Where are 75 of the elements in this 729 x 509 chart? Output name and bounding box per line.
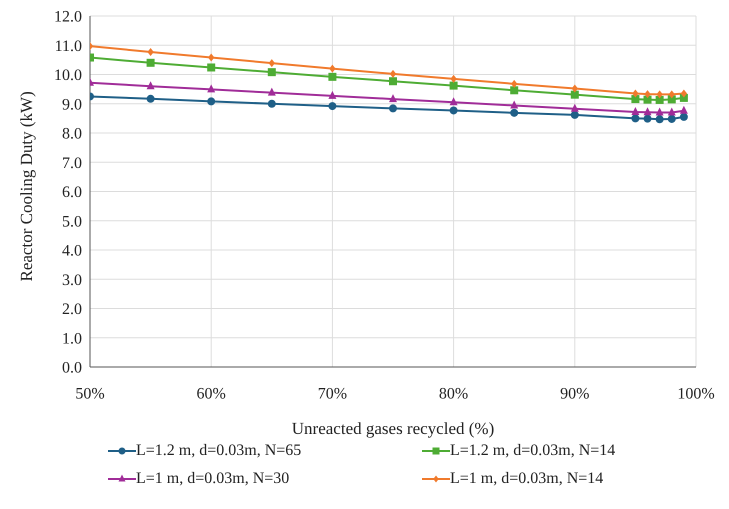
point [510,108,518,117]
legend-label: L=1 m, d=0.03m, N=14 [450,470,604,488]
point [656,115,664,124]
y-tick-label: 12.0 [54,8,82,26]
y-tick-label: 7.0 [62,154,82,172]
point [450,82,458,90]
point [511,80,518,88]
legend-label: L=1 m, d=0.03m, N=30 [136,470,290,488]
point [328,90,336,99]
point [644,96,652,104]
point [644,114,652,123]
point [328,72,336,81]
point [268,100,276,108]
point [644,107,652,116]
y-axis-title: Reactor Cooling Duty (kW) [17,91,36,282]
point [680,112,688,121]
point [570,90,579,99]
point [450,97,458,106]
y-tick-label: 8.0 [62,126,82,143]
point [631,95,640,104]
point [207,97,216,106]
x-axis-title: Unreacted gases recycled (%) [292,419,494,438]
point [631,114,640,122]
point [268,59,275,68]
x-tick-label: 60% [196,385,226,402]
y-tick-label: 0.0 [62,360,82,377]
point [328,102,336,110]
x-tick-label: 70% [318,385,348,402]
point [389,77,397,86]
legend-label: L=1.2 m, d=0.03m, N=65 [136,442,302,460]
point [146,94,155,103]
point [668,90,675,98]
point [656,108,664,116]
point [510,86,518,94]
point [208,54,214,62]
x-tick-label: 50% [75,385,105,402]
y-tick-label: 10.0 [54,67,82,84]
y-tick-label: 1.0 [62,330,82,348]
point [389,104,397,112]
y-tick-label: 4.0 [62,242,82,260]
y-tick-label: 5.0 [62,213,82,230]
point [389,94,397,102]
point [147,48,154,56]
point [450,74,457,83]
point [644,90,651,98]
y-tick-label: 2.0 [62,301,82,318]
y-tick-label: 9.0 [62,96,82,114]
y-tick-label: 11.0 [54,38,82,55]
point [390,70,396,78]
point [656,96,664,104]
point [570,104,579,112]
point [680,90,688,98]
x-tick-label: 80% [438,385,468,402]
x-tick-label: 90% [560,385,590,402]
point [268,88,276,96]
point [207,84,216,92]
point [572,84,578,93]
y-tick-label: 3.0 [62,272,82,289]
point [146,81,155,90]
point [510,100,518,109]
point [668,114,676,123]
legend-label: L=1.2 m, d=0.03m, N=14 [450,442,616,460]
point [632,90,639,98]
point [207,63,216,72]
point [450,106,458,114]
point [680,106,688,114]
point [631,106,640,115]
point [656,90,663,98]
point [146,58,155,67]
x-tick-label: 100% [677,385,715,402]
y-tick-label: 6.0 [62,184,82,202]
point [329,64,336,73]
point [268,68,276,76]
point [570,110,579,119]
point [668,108,676,116]
